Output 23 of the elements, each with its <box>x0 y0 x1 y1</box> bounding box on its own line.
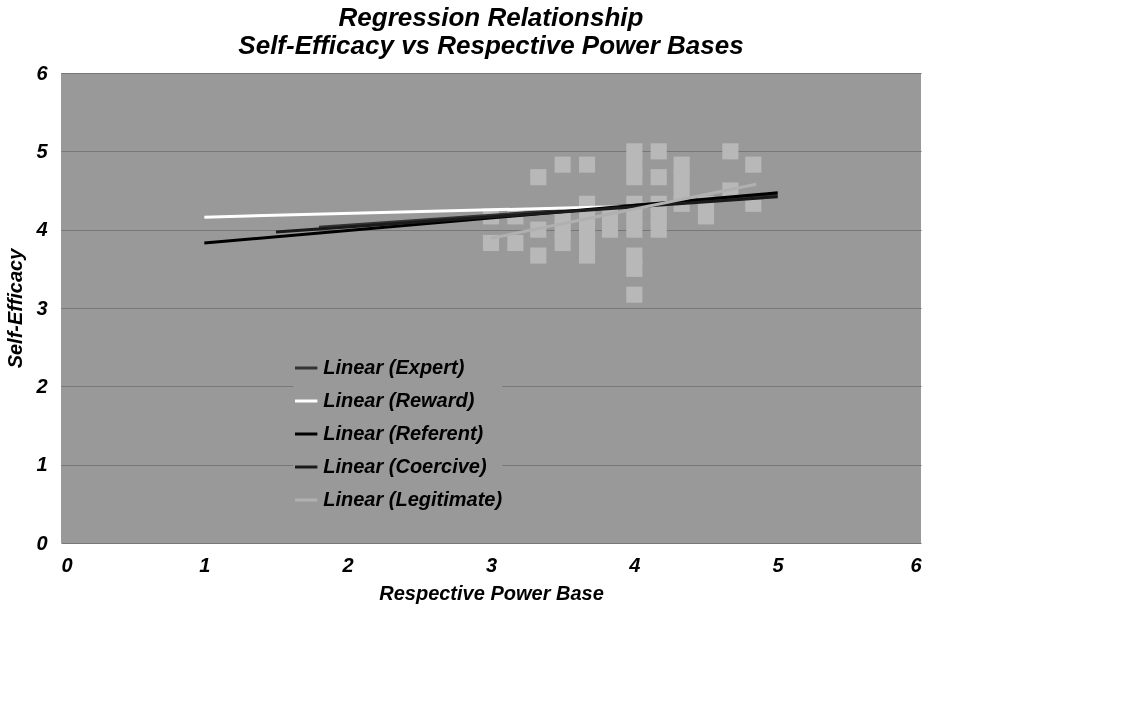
y-tick-label: 4 <box>35 218 48 241</box>
text: Regression Relationship <box>338 2 644 32</box>
x-tick-label: 0 <box>61 553 73 576</box>
x-tick-label: 4 <box>628 553 641 576</box>
x-axis-title: Respective Power Base <box>379 581 604 604</box>
x-tick-label: 3 <box>485 553 498 576</box>
y-axis-title: Self-Efficacy <box>4 247 27 369</box>
legend-label: Linear (Coercive) <box>323 455 487 477</box>
legend-label: Linear (Expert) <box>323 356 465 378</box>
y-tick-label: 3 <box>36 296 48 319</box>
x-tick-label: 1 <box>199 553 211 576</box>
y-tick-label: 0 <box>36 531 48 554</box>
x-tick-label: 6 <box>910 553 923 576</box>
legend-label: Linear (Referent) <box>323 422 484 444</box>
y-tick-label: 1 <box>36 453 48 476</box>
legend-label: Linear (Legitimate) <box>323 488 503 510</box>
y-tick-label: 5 <box>36 139 49 162</box>
x-tick-label: 2 <box>341 553 354 576</box>
y-tick-label: 2 <box>35 374 48 397</box>
x-tick-label: 5 <box>772 553 785 576</box>
legend-label: Linear (Reward) <box>323 389 475 411</box>
text: Self-Efficacy vs Respective Power Bases <box>238 30 744 60</box>
y-tick-label: 6 <box>36 61 49 84</box>
